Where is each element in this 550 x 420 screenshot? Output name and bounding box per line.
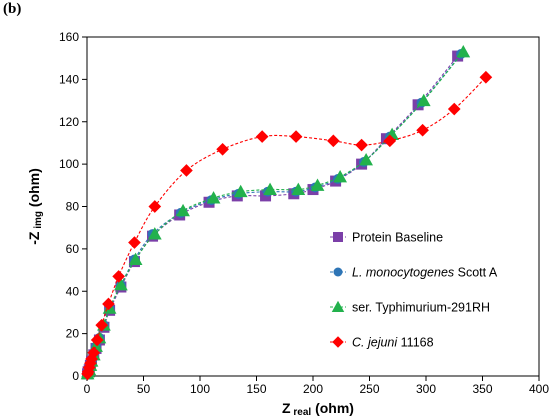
x-axis-title: Z real (ohm) xyxy=(282,400,354,418)
data-point xyxy=(233,184,248,198)
x-tick-label: 400 xyxy=(529,382,549,396)
x-tick-label: 50 xyxy=(137,382,151,396)
legend-label: L. monocytogenes Scott A xyxy=(352,266,498,280)
legend-label: ser. Typhimurium-291RH xyxy=(352,301,490,315)
panel-label: (b) xyxy=(3,1,22,17)
data-point xyxy=(383,134,397,148)
data-point xyxy=(102,297,115,311)
data-point xyxy=(112,270,125,283)
data-point xyxy=(128,252,143,265)
series-1 xyxy=(82,50,464,380)
legend: Protein Baseline L. monocytogenes Scott A… xyxy=(330,231,498,350)
data-point xyxy=(87,346,101,360)
data-point xyxy=(359,153,373,166)
data-point xyxy=(456,44,471,58)
series-line xyxy=(87,55,459,375)
data-point xyxy=(176,203,190,217)
y-tick-label: 80 xyxy=(66,200,80,214)
x-tick-label: 200 xyxy=(303,382,323,396)
y-tick-label: 120 xyxy=(59,115,79,129)
legend-marker xyxy=(332,336,344,348)
series-layer xyxy=(80,44,493,381)
y-tick-label: 40 xyxy=(66,284,80,298)
data-point xyxy=(114,278,128,291)
y-tick-label: 20 xyxy=(66,327,80,341)
data-point xyxy=(263,182,277,196)
legend-marker xyxy=(333,232,343,242)
x-tick-label: 150 xyxy=(246,382,266,396)
legend-label: Protein Baseline xyxy=(352,231,443,245)
y-tick-label: 60 xyxy=(66,242,80,256)
y-tick-label: 0 xyxy=(72,369,79,383)
data-point xyxy=(447,102,461,116)
x-tick-label: 0 xyxy=(84,382,91,396)
y-tick-label: 100 xyxy=(59,157,79,171)
legend-marker xyxy=(331,300,345,312)
x-tick-label: 100 xyxy=(190,382,210,396)
x-tick-label: 250 xyxy=(359,382,379,396)
x-tick-label: 300 xyxy=(416,382,436,396)
series-3 xyxy=(80,44,471,380)
y-tick-label: 140 xyxy=(59,72,79,86)
data-point xyxy=(147,227,162,240)
x-tick-label: 350 xyxy=(472,382,492,396)
series-4 xyxy=(81,70,493,381)
data-point xyxy=(90,333,104,347)
y-axis-title: -Z img (ohm) xyxy=(26,168,44,245)
data-point xyxy=(128,236,141,249)
data-point xyxy=(310,178,325,191)
data-point xyxy=(148,200,162,213)
axes: 0 50 100 150 200 250 300 350 400 0 20 40 60 80 100 120 1… xyxy=(26,30,549,418)
series-line xyxy=(87,76,487,375)
y-tick-label: 160 xyxy=(59,30,79,44)
series-2 xyxy=(82,49,466,379)
legend-label: C. jejuni 11168 xyxy=(352,336,434,350)
legend-marker xyxy=(333,267,343,277)
series-line xyxy=(87,51,464,375)
data-point xyxy=(416,93,431,107)
data-point xyxy=(327,134,340,148)
data-point xyxy=(479,70,493,84)
data-point xyxy=(355,138,368,152)
data-point xyxy=(416,123,429,137)
data-point xyxy=(180,164,193,177)
data-point xyxy=(291,182,306,196)
data-point xyxy=(95,318,109,332)
data-point xyxy=(333,169,347,183)
data-point xyxy=(216,142,229,156)
data-point xyxy=(255,130,269,143)
data-point xyxy=(206,191,221,204)
series-line xyxy=(87,53,462,375)
data-point xyxy=(289,130,303,143)
